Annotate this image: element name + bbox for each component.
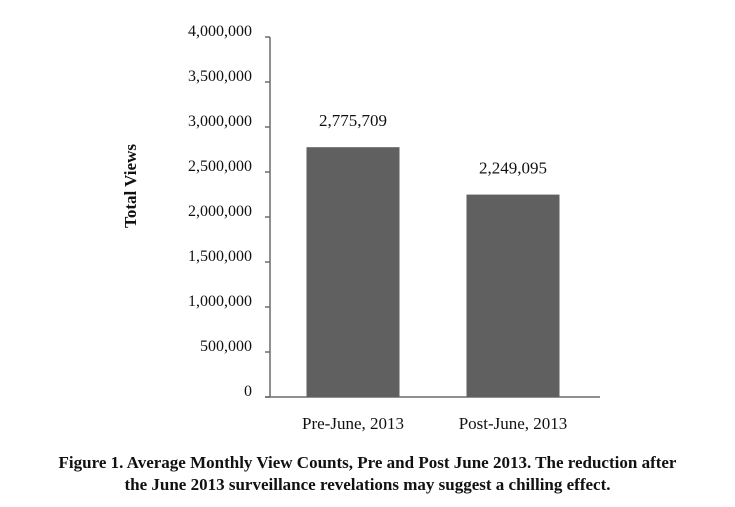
data-labels: 2,775,709 2,249,095	[319, 111, 547, 177]
y-axis: 0 500,000 1,000,000 1,500,000 2,000,000 2,500…	[188, 23, 271, 400]
x-category-label: Post-June, 2013	[459, 414, 568, 433]
y-tick-label: 2,500,000	[188, 158, 252, 175]
y-tick-label: 4,000,000	[188, 23, 252, 40]
x-category-label: Pre-June, 2013	[302, 414, 404, 433]
caption-line-2: the June 2013 surveillance revelations m…	[124, 475, 611, 494]
y-tick-label: 3,500,000	[188, 68, 252, 85]
figure-caption: Figure 1. Average Monthly View Counts, P…	[20, 452, 715, 496]
y-axis-title: Total Views	[121, 144, 140, 228]
bar	[306, 147, 400, 397]
bar-value-label: 2,249,095	[479, 159, 547, 178]
bars	[306, 147, 560, 397]
bar	[466, 194, 560, 397]
y-tick-label: 1,500,000	[188, 248, 252, 265]
y-tick-label: 2,000,000	[188, 203, 252, 220]
y-tick-label: 500,000	[200, 338, 252, 355]
y-tick-label: 1,000,000	[188, 293, 252, 310]
y-tick-label: 0	[244, 383, 252, 400]
y-tick-label: 3,000,000	[188, 113, 252, 130]
caption-line-1: Figure 1. Average Monthly View Counts, P…	[58, 453, 677, 472]
bar-value-label: 2,775,709	[319, 111, 387, 130]
x-axis: Pre-June, 2013 Post-June, 2013	[265, 396, 600, 433]
bar-chart: 0 500,000 1,000,000 1,500,000 2,000,000 2,500…	[121, 23, 600, 433]
